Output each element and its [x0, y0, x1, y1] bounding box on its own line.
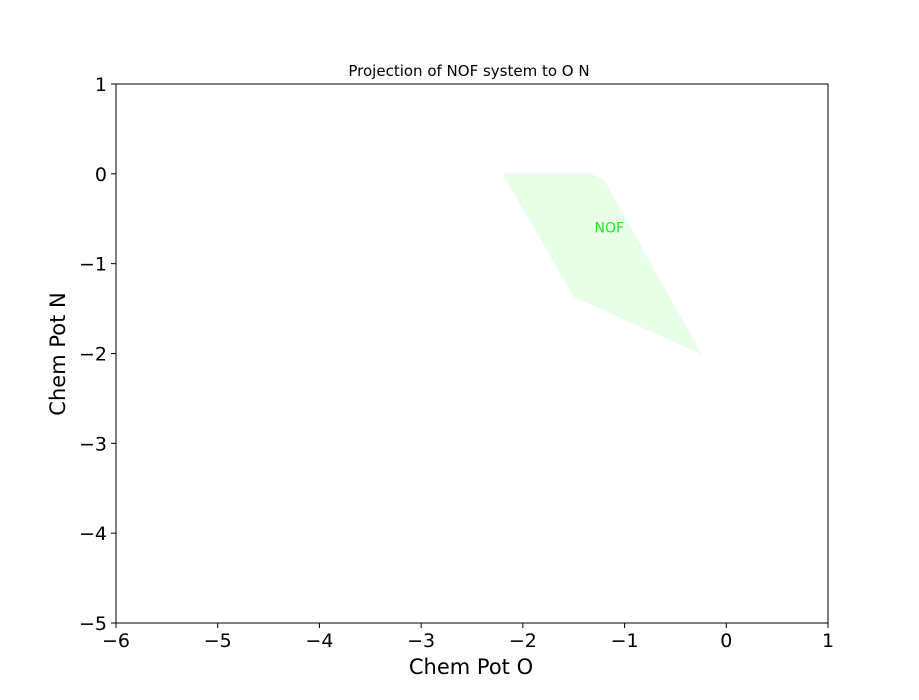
x-tick-label: −5	[204, 630, 232, 652]
y-tick-label: −1	[79, 254, 107, 276]
x-axis-label: Chem Pot O	[409, 655, 533, 679]
y-tick-label: −4	[79, 523, 107, 545]
region-labels-layer: NOF	[595, 221, 625, 237]
x-tick-label: −6	[102, 630, 130, 652]
x-tick-label: −1	[611, 630, 639, 652]
x-tick-label: −4	[305, 630, 333, 652]
y-tick-label: −2	[79, 344, 107, 366]
y-axis: −5 −4 −3 −2 −1 0 1	[79, 74, 116, 635]
y-tick-label: 1	[95, 74, 107, 96]
x-axis: −6 −5 −4 −3 −2 −1 0 1	[102, 623, 834, 652]
x-tick-label: −2	[509, 630, 537, 652]
plot-frame	[115, 83, 829, 624]
chart-title: Projection of NOF system to O N	[348, 62, 589, 80]
y-axis-label: Chem Pot N	[46, 292, 70, 415]
regions-layer	[502, 173, 702, 355]
region-nof	[502, 173, 702, 355]
y-tick-label: −5	[79, 613, 107, 635]
y-tick-label: −3	[79, 433, 107, 455]
region-label-nof: NOF	[595, 221, 625, 237]
y-tick-label: 0	[95, 164, 107, 186]
x-tick-label: 0	[720, 630, 732, 652]
x-tick-label: 1	[822, 630, 834, 652]
x-tick-label: −3	[407, 630, 435, 652]
